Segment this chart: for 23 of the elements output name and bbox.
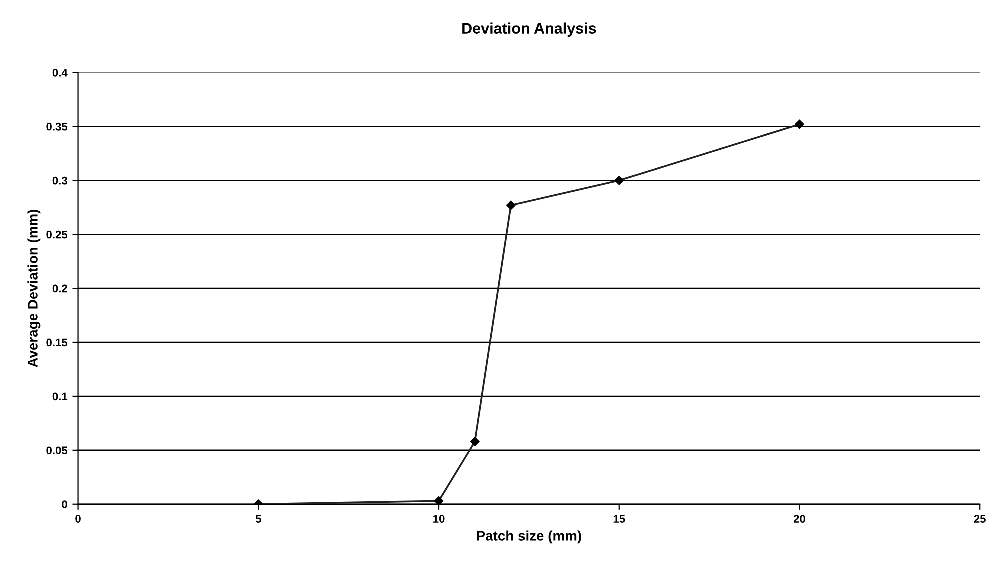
y-tick-label: 0.25 <box>46 230 68 239</box>
x-tick-label: 5 <box>256 515 262 523</box>
point <box>795 120 804 130</box>
x-tick-label: 0 <box>76 515 81 523</box>
y-tick-label: 0.3 <box>52 176 68 185</box>
point <box>614 176 624 186</box>
x-tick-label: 25 <box>974 515 986 523</box>
y-tick-label: 0.4 <box>52 68 68 77</box>
y-tick-label: 0 <box>62 500 68 509</box>
point <box>470 437 480 446</box>
x-tick-label: 10 <box>434 515 445 523</box>
x-tick-label: 20 <box>794 515 806 523</box>
y-tick-label: 0.1 <box>52 392 68 401</box>
y-tick-label: 0.2 <box>52 284 68 293</box>
x-tick-label: 15 <box>614 515 626 523</box>
chart-title: Deviation Analysis <box>462 22 596 37</box>
y-axis-title: Average Deviation (mm) <box>28 210 41 368</box>
y-tick-label: 0.35 <box>46 122 68 131</box>
y-tick-label: 0.05 <box>46 446 68 455</box>
x-axis-title: Patch size (mm) <box>477 530 582 544</box>
point <box>434 496 444 504</box>
point <box>506 200 516 210</box>
y-tick-label: 0.15 <box>46 338 68 347</box>
